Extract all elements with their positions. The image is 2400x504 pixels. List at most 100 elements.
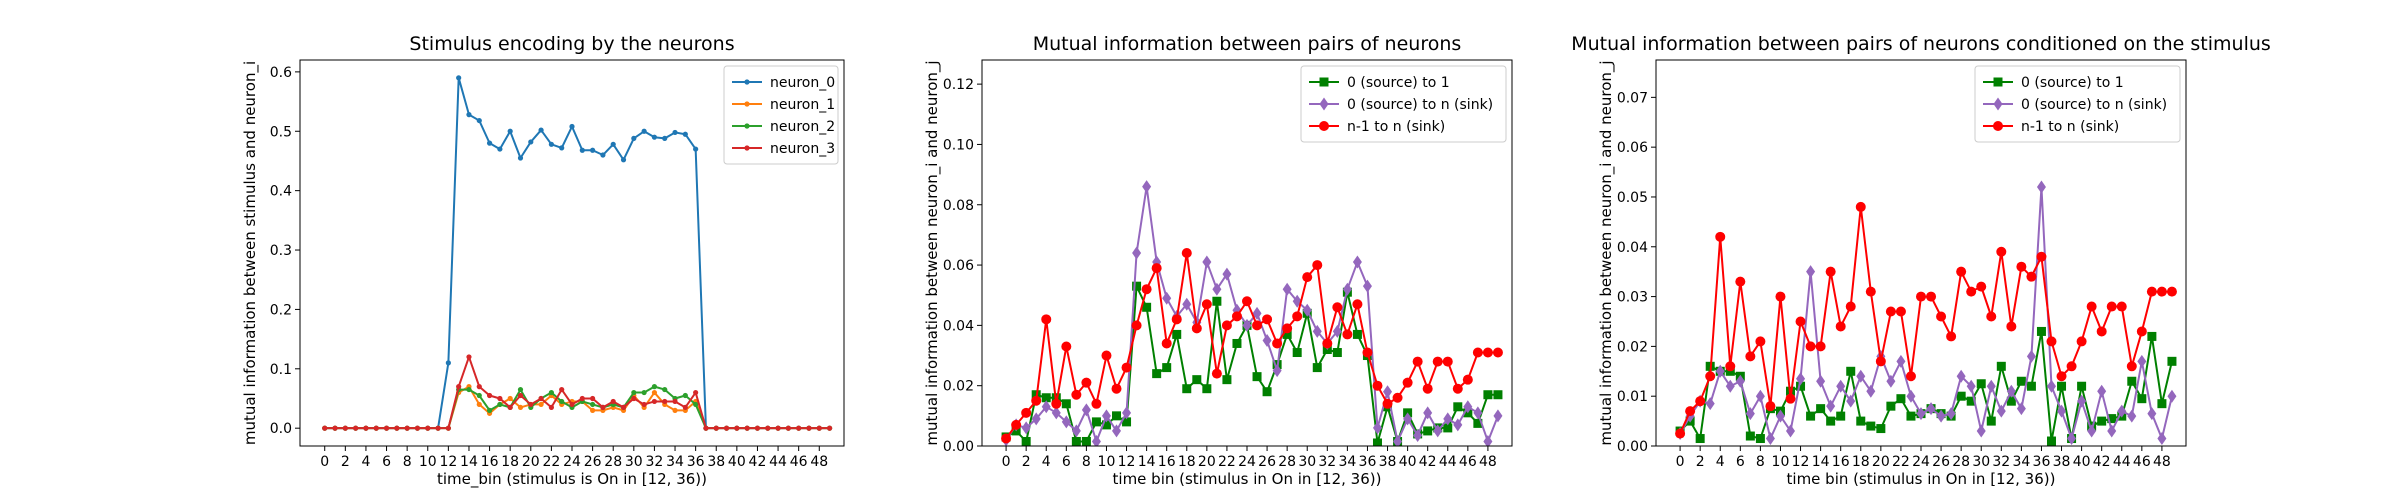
data-point — [590, 407, 596, 413]
data-point — [1895, 306, 1906, 317]
data-point — [1846, 366, 1856, 376]
data-point — [1826, 399, 1836, 413]
data-point — [1886, 374, 1896, 388]
data-point — [548, 141, 554, 147]
data-point — [559, 145, 565, 151]
x-tick-label: 6 — [1062, 454, 1071, 470]
data-point — [1051, 398, 1062, 409]
data-point — [1132, 281, 1142, 291]
data-point — [1856, 416, 1866, 426]
data-point — [425, 425, 431, 431]
y-tick-label: 0.1 — [270, 362, 292, 378]
x-tick-label: 16 — [481, 454, 499, 470]
data-point — [1192, 375, 1202, 385]
data-point — [1483, 434, 1493, 446]
data-point — [641, 389, 647, 396]
data-point — [631, 395, 637, 402]
x-tick-label: 10 — [419, 454, 437, 470]
data-point — [1081, 403, 1091, 417]
y-tick-label: 0.02 — [943, 379, 974, 395]
data-point — [1846, 394, 1856, 408]
data-point — [2147, 407, 2157, 421]
data-point — [806, 425, 812, 431]
data-point — [1142, 302, 1152, 312]
data-point — [2126, 361, 2137, 372]
x-tick-label: 2 — [341, 454, 350, 470]
chart-1: 0 2 4 6 8 10 12 14 16 18 20 22 24 26 28 30 32 34 36 38 40 42 4… — [241, 33, 845, 489]
data-point — [497, 146, 503, 152]
y-tick-label: 0.5 — [270, 124, 292, 140]
data-point — [2116, 301, 2127, 312]
data-point — [1875, 356, 1886, 367]
data-point — [1755, 336, 1766, 347]
data-point — [1442, 356, 1453, 367]
data-point — [1695, 434, 1705, 444]
data-point — [2076, 336, 2087, 347]
data-point — [517, 386, 524, 393]
y-axis-label: mutual information between neuron_i and … — [1597, 60, 1616, 445]
data-point — [476, 117, 482, 124]
data-point — [1876, 424, 1886, 434]
data-point — [1452, 383, 1463, 394]
data-point — [1061, 341, 1072, 352]
data-point — [1352, 299, 1363, 310]
data-point — [754, 425, 761, 431]
data-point — [1755, 434, 1765, 444]
x-tick-label: 48 — [2153, 454, 2171, 470]
data-point — [1473, 406, 1483, 420]
data-point — [1976, 424, 1986, 438]
x-tick-label: 18 — [501, 454, 519, 470]
data-point — [1966, 396, 1976, 406]
data-point — [1091, 434, 1101, 446]
data-point — [1252, 372, 1262, 382]
data-point — [548, 404, 554, 410]
data-point — [631, 389, 637, 396]
data-point — [2127, 409, 2137, 423]
data-point — [1685, 406, 1696, 417]
data-point — [2057, 404, 2067, 418]
data-point — [414, 425, 421, 431]
legend-label: 0 (source) to n (sink) — [1347, 97, 1493, 113]
x-tick-label: 26 — [1258, 454, 1276, 470]
series-line — [1679, 186, 2173, 440]
data-point — [600, 404, 606, 410]
x-tick-label: 32 — [1318, 454, 1336, 470]
data-point — [682, 131, 688, 137]
data-point — [2046, 436, 2056, 446]
data-point — [2016, 376, 2026, 386]
x-tick-label: 24 — [1238, 454, 1256, 470]
data-point — [2016, 402, 2026, 416]
legend-marker — [744, 101, 750, 107]
data-point — [1453, 418, 1463, 432]
data-point — [1866, 421, 1876, 431]
data-point — [672, 398, 678, 405]
data-point — [2067, 432, 2077, 446]
data-point — [590, 401, 596, 408]
data-point — [1956, 266, 1967, 277]
x-tick-label: 42 — [1419, 454, 1437, 470]
legend: neuron_0 neuron_1 neuron_2 neuron_3 — [723, 65, 839, 165]
data-point — [538, 395, 544, 402]
data-point — [1996, 246, 2007, 257]
data-point — [1122, 406, 1132, 420]
data-point — [476, 384, 482, 390]
data-point — [1122, 417, 1132, 427]
data-point — [1453, 402, 1463, 412]
data-point — [1443, 423, 1453, 433]
data-point — [1181, 248, 1192, 258]
data-point — [1856, 369, 1866, 383]
data-point — [1906, 411, 1916, 421]
data-point — [373, 425, 379, 431]
data-point — [1825, 266, 1836, 277]
legend-entry: n-1 to n (sink) — [1309, 119, 1445, 135]
x-tick-label: 40 — [2073, 454, 2091, 470]
x-tick-label: 42 — [749, 454, 767, 470]
data-point — [1675, 428, 1686, 439]
data-point — [517, 155, 524, 161]
x-tick-label: 36 — [2033, 454, 2051, 470]
data-point — [1835, 321, 1846, 332]
data-point — [1816, 374, 1826, 388]
data-point — [2026, 381, 2036, 391]
legend-entry: 0 (source) to n (sink) — [1983, 97, 2167, 113]
